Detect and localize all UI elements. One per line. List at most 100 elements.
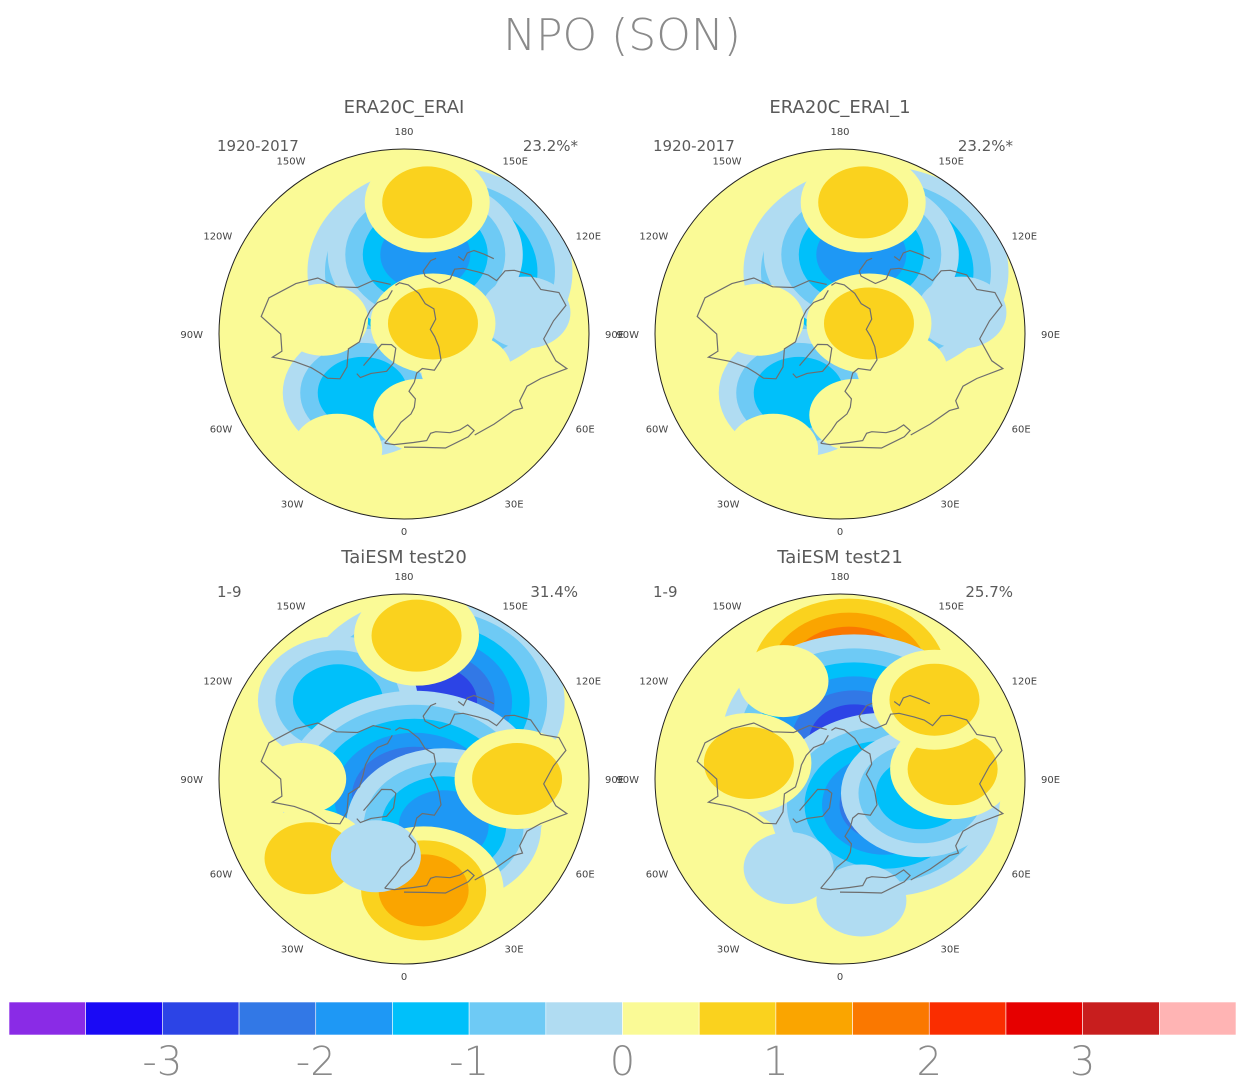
longitude-label: 120E bbox=[576, 232, 601, 243]
anomaly-field bbox=[655, 594, 1025, 964]
colorbar-swatch bbox=[622, 1001, 700, 1036]
map-border bbox=[218, 593, 590, 965]
coastline bbox=[260, 277, 393, 380]
longitude-label: 120W bbox=[639, 232, 668, 243]
longitude-label: 180 bbox=[394, 127, 413, 138]
coastline bbox=[457, 249, 495, 262]
coastline bbox=[356, 343, 397, 379]
coastline bbox=[893, 249, 931, 262]
longitude-label: 120W bbox=[203, 677, 232, 688]
colorbar-swatch bbox=[162, 1001, 240, 1036]
anomaly-contour bbox=[714, 283, 805, 356]
colorbar-swatch bbox=[392, 1001, 470, 1036]
longitude-label: 150W bbox=[277, 156, 306, 167]
anomaly-contour bbox=[371, 599, 462, 672]
longitude-label: 60E bbox=[576, 425, 595, 436]
longitude-label: 30W bbox=[717, 500, 740, 511]
longitude-label: 120W bbox=[203, 232, 232, 243]
longitude-label: 120E bbox=[576, 677, 601, 688]
anomaly-contour bbox=[738, 645, 829, 718]
coastline bbox=[384, 869, 475, 894]
longitude-label: 150E bbox=[939, 156, 964, 167]
longitude-label: 150W bbox=[277, 601, 306, 612]
panel-title: ERA20C_ERAI bbox=[344, 97, 465, 118]
longitude-label: 0 bbox=[401, 972, 407, 983]
longitude-label: 0 bbox=[401, 527, 407, 538]
longitude-label: 60W bbox=[646, 425, 669, 436]
longitude-label: 30E bbox=[941, 945, 960, 956]
colorbar-swatch bbox=[85, 1001, 163, 1036]
longitude-label: 150E bbox=[503, 601, 528, 612]
colorbar-swatch bbox=[315, 1001, 393, 1036]
longitude-label: 0 bbox=[837, 527, 843, 538]
panel-title: TaiESM test21 bbox=[776, 547, 903, 568]
anomaly-contour bbox=[278, 283, 369, 356]
longitude-label: 90E bbox=[605, 330, 624, 341]
longitude-label: 60W bbox=[210, 425, 233, 436]
anomaly-contour bbox=[330, 820, 421, 893]
panel-variance: 25.7% bbox=[965, 583, 1013, 601]
longitude-label: 150W bbox=[713, 601, 742, 612]
anomaly-contour bbox=[743, 832, 834, 905]
longitude-label: 60E bbox=[1012, 425, 1031, 436]
longitude-label: 30E bbox=[505, 945, 524, 956]
coastline bbox=[422, 257, 569, 436]
coastline bbox=[696, 722, 829, 825]
map-panel: 180 0 90W 90E 150W 150E 120W 120E 60W 60E 30W 30E Ta… bbox=[180, 547, 624, 983]
panel-variance: 31.4% bbox=[530, 583, 578, 601]
anomaly-field bbox=[219, 594, 589, 964]
longitude-label: 90W bbox=[616, 330, 639, 341]
coastline bbox=[820, 424, 911, 449]
coastline bbox=[422, 702, 569, 881]
coastline bbox=[356, 788, 397, 824]
colorbar-tick-label: -2 bbox=[296, 1039, 336, 1082]
colorbar-swatch bbox=[1005, 1001, 1083, 1036]
panel-title: TaiESM test20 bbox=[340, 547, 467, 568]
anomaly-contour bbox=[292, 413, 383, 486]
longitude-label: 90W bbox=[180, 330, 203, 341]
longitude-label: 180 bbox=[830, 572, 849, 583]
colorbar-tick-label: 3 bbox=[1070, 1039, 1095, 1082]
longitude-label: 120E bbox=[1012, 232, 1037, 243]
colorbar-tick-label: 1 bbox=[763, 1039, 788, 1082]
panel-title: ERA20C_ERAI_1 bbox=[769, 97, 910, 118]
longitude-label: 30W bbox=[717, 945, 740, 956]
longitude-label: 30W bbox=[281, 945, 304, 956]
longitude-label: 90E bbox=[1041, 330, 1060, 341]
anomaly-field bbox=[655, 149, 1025, 519]
panel-variance: 23.2%* bbox=[523, 137, 579, 155]
longitude-label: 30E bbox=[941, 500, 960, 511]
coastline bbox=[820, 282, 878, 444]
longitude-label: 90E bbox=[605, 775, 624, 786]
colorbar-tick-label: -1 bbox=[449, 1039, 489, 1082]
map-border bbox=[218, 148, 590, 520]
coastline bbox=[260, 722, 393, 825]
colorbar-swatch bbox=[1082, 1001, 1160, 1036]
map-panel: 180 0 90W 90E 150W 150E 120W 120E 60W 60E 30W 30E Ta… bbox=[616, 547, 1060, 983]
anomaly-contour bbox=[472, 743, 563, 815]
colorbar-swatch bbox=[775, 1001, 853, 1036]
longitude-label: 60E bbox=[576, 870, 595, 881]
coastline bbox=[696, 277, 829, 380]
longitude-label: 30W bbox=[281, 500, 304, 511]
anomaly-contour bbox=[907, 733, 998, 806]
longitude-label: 30E bbox=[505, 500, 524, 511]
longitude-label: 90W bbox=[180, 775, 203, 786]
colorbar-tick-label: 0 bbox=[610, 1039, 635, 1082]
anomaly-contour bbox=[703, 726, 794, 799]
colorbar-swatch bbox=[238, 1001, 317, 1036]
colorbar-swatch bbox=[852, 1001, 930, 1036]
colorbar-swatch bbox=[698, 1001, 777, 1036]
longitude-label: 60W bbox=[646, 870, 669, 881]
map-border bbox=[654, 593, 1026, 965]
colorbar-swatch bbox=[468, 1001, 547, 1036]
figure-title: NPO (SON) bbox=[503, 10, 741, 61]
coastline bbox=[893, 694, 931, 707]
colorbar: -3 -2 -1 0 1 2 3 bbox=[8, 1001, 1237, 1082]
longitude-label: 150E bbox=[939, 601, 964, 612]
panel-period: 1-9 bbox=[653, 583, 678, 601]
longitude-label: 0 bbox=[837, 972, 843, 983]
map-panel: 180 0 90W 90E 150W 150E 120W 120E 60W 60E 30W 30E ER… bbox=[616, 97, 1060, 538]
anomaly-contour bbox=[818, 166, 909, 239]
